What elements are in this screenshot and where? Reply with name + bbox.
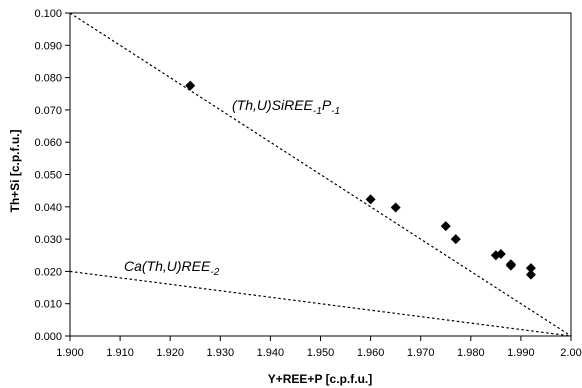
data-point bbox=[450, 234, 461, 245]
data-point bbox=[525, 269, 536, 280]
x-tick-label: 2.00 bbox=[560, 347, 581, 359]
x-tick-label: 1.990 bbox=[507, 347, 535, 359]
line-label-base: Ca(Th,U)REE bbox=[124, 258, 211, 274]
y-tick-label: 0.050 bbox=[34, 170, 62, 182]
x-tick-label: 1.950 bbox=[307, 347, 335, 359]
y-tick-label: 0.100 bbox=[34, 8, 62, 20]
y-tick-label: 0.090 bbox=[34, 40, 62, 52]
reference-line-1 bbox=[69, 12, 572, 337]
data-point bbox=[525, 263, 536, 274]
data-point bbox=[185, 80, 196, 91]
y-axis-title: Th+Si [c.p.f.u.] bbox=[8, 129, 22, 212]
data-point bbox=[495, 248, 506, 259]
x-tick-label: 1.930 bbox=[207, 347, 235, 359]
y-tick-label: 0.040 bbox=[34, 202, 62, 214]
data-point bbox=[365, 194, 376, 205]
y-tick-label: 0.010 bbox=[34, 299, 62, 311]
y-tick-label: 0.020 bbox=[34, 266, 62, 278]
y-tick-label: 0.070 bbox=[34, 105, 62, 117]
y-tick-label: 0.060 bbox=[34, 137, 62, 149]
x-tick-label: 1.910 bbox=[106, 347, 134, 359]
x-tick-label: 1.940 bbox=[257, 347, 285, 359]
line-label-sub: -1 bbox=[331, 106, 340, 117]
y-tick-label: 0.080 bbox=[34, 73, 62, 85]
x-axis-title: Y+REE+P [c.p.f.u.] bbox=[268, 372, 372, 386]
data-point bbox=[440, 221, 451, 232]
x-axis-ticks: 1.900 1.910 1.920 1.930 1.940 1.950 1.960 1.970… bbox=[56, 336, 582, 359]
x-tick-label: 1.900 bbox=[56, 347, 84, 359]
y-axis-ticks: 0.000 0.010 0.020 0.030 0.040 0.050 0.060 0.070… bbox=[34, 8, 70, 343]
line-label-base: (Th,U)SiREE bbox=[232, 97, 314, 113]
y-tick-label: 0.000 bbox=[34, 331, 62, 343]
line-label-mid: P bbox=[322, 97, 332, 113]
y-tick-label: 0.030 bbox=[34, 234, 62, 246]
reference-line-2 bbox=[69, 270, 572, 337]
data-points bbox=[185, 80, 536, 280]
line-label-thu-si-ree-p: (Th,U)SiREE-1P-1 bbox=[232, 97, 340, 117]
data-point bbox=[390, 202, 401, 213]
x-tick-label: 1.960 bbox=[357, 347, 385, 359]
line-label-ca-thu-ree: Ca(Th,U)REE-2 bbox=[124, 258, 220, 278]
reference-lines bbox=[69, 12, 572, 337]
line-label-sub: -1 bbox=[313, 106, 322, 117]
x-tick-label: 1.920 bbox=[156, 347, 184, 359]
x-tick-label: 1.970 bbox=[407, 347, 435, 359]
line-label-sub: -2 bbox=[210, 267, 219, 278]
data-point bbox=[505, 260, 516, 271]
x-tick-label: 1.980 bbox=[457, 347, 485, 359]
